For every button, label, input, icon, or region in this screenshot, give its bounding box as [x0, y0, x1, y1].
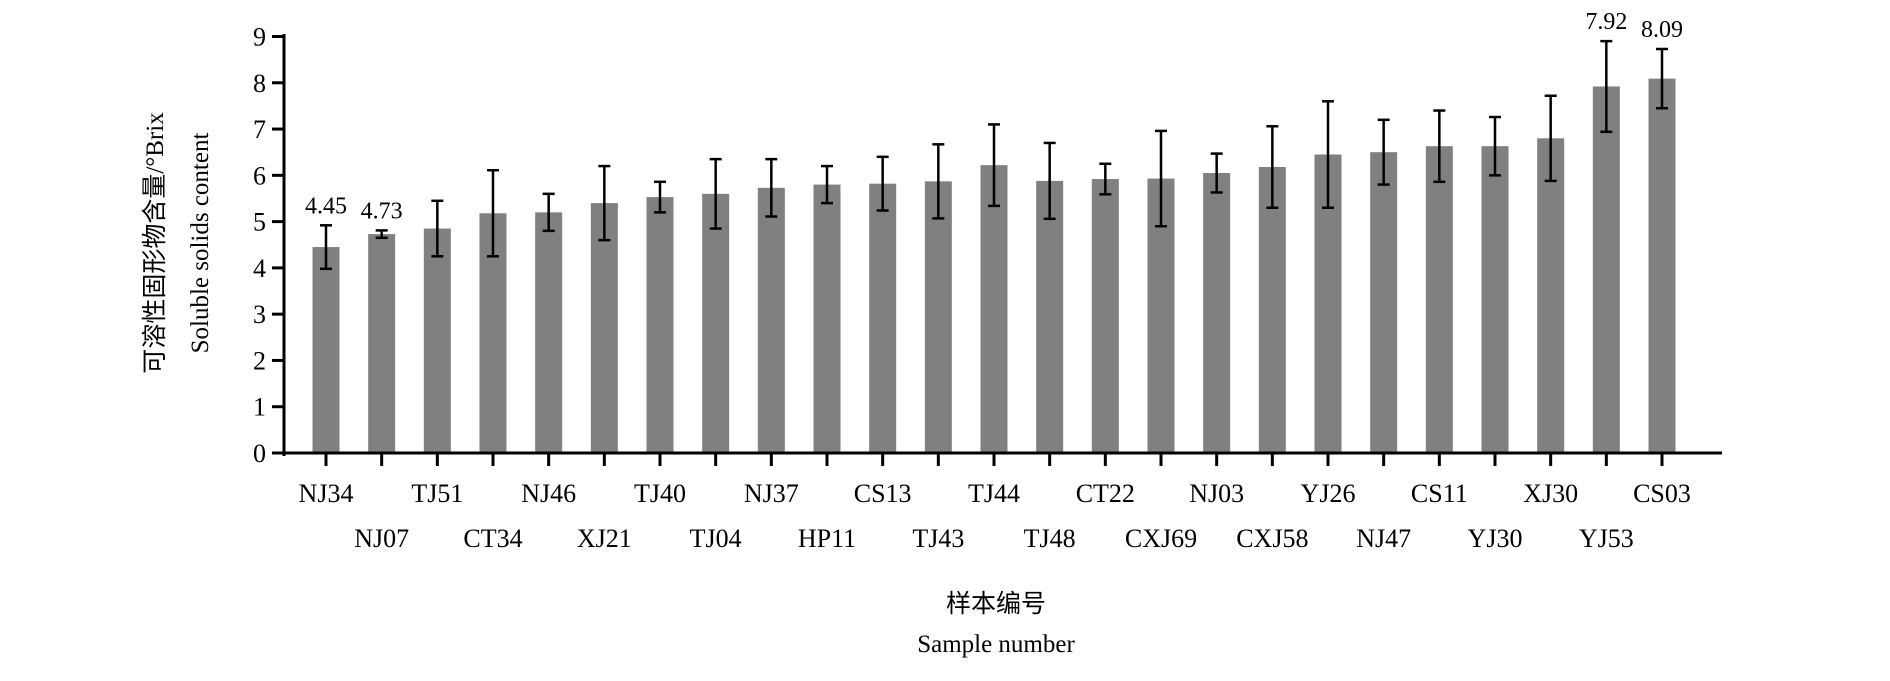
bar-cs03	[1648, 78, 1676, 453]
y-tick-label: 4	[253, 254, 266, 283]
data-label: 8.09	[1641, 17, 1683, 43]
bar-hp11	[813, 184, 841, 454]
bar-nj03	[1203, 173, 1231, 453]
y-tick-label: 3	[253, 300, 266, 329]
x-tick-label: NJ37	[744, 479, 799, 508]
x-tick-label: YJ53	[1579, 524, 1634, 553]
bar-nj34	[312, 247, 340, 453]
x-tick-label: XJ30	[1523, 479, 1578, 508]
x-tick-label: CXJ69	[1125, 524, 1197, 553]
y-tick-label: 9	[253, 23, 266, 52]
x-tick-label: TJ51	[411, 479, 463, 508]
x-tick-label: CT34	[463, 524, 522, 553]
y-tick-label: 0	[253, 439, 266, 468]
bar-nj37	[757, 187, 785, 453]
x-tick-label: NJ07	[354, 524, 409, 553]
y-tick-label: 2	[253, 346, 266, 375]
y-tick-label: 8	[253, 69, 266, 98]
bar-yj30	[1481, 146, 1509, 453]
x-tick-label: TJ44	[968, 479, 1020, 508]
data-label: 4.45	[305, 193, 347, 219]
y-axis-title-cn: 可溶性固形物含量/°Brix	[141, 112, 169, 374]
x-tick-label: HP11	[798, 524, 856, 553]
x-tick-label: NJ34	[299, 479, 354, 508]
x-tick-label: XJ21	[577, 524, 632, 553]
x-axis-title: Sample number	[917, 631, 1075, 658]
y-tick-label: 5	[253, 208, 266, 237]
bar-nj07	[368, 234, 396, 453]
x-axis-title-cn: 样本编号	[946, 590, 1046, 618]
data-label: 7.92	[1585, 9, 1627, 35]
bar-nj46	[535, 212, 563, 453]
bar-tj44	[980, 165, 1008, 453]
x-tick-label: CS03	[1633, 479, 1691, 508]
y-tick-label: 6	[253, 161, 266, 190]
bar-ct22	[1091, 179, 1119, 453]
bar-xj30	[1537, 138, 1565, 454]
y-ticks: 0 1 2 3 4 5 6 7 8 9	[253, 23, 284, 468]
bar-tj04	[702, 193, 730, 453]
x-tick-label: YJ30	[1468, 524, 1523, 553]
y-tick-label: 7	[253, 115, 266, 144]
bar-tj48	[1036, 180, 1064, 454]
x-tick-label: CXJ58	[1236, 524, 1308, 553]
y-axis-title: Soluble solids content	[187, 133, 214, 354]
x-tick-label: TJ40	[634, 479, 686, 508]
bar-xj21	[590, 203, 618, 453]
bar-cs11	[1425, 146, 1453, 453]
bar-tj40	[646, 197, 674, 453]
data-label: 4.73	[361, 198, 403, 224]
bars	[312, 78, 1676, 454]
x-tick-label: YJ26	[1301, 479, 1356, 508]
error-bars	[320, 39, 1668, 271]
bar-cs13	[869, 183, 897, 453]
x-tick-label: NJ46	[521, 479, 576, 508]
x-tick-label: CS13	[854, 479, 912, 508]
x-tick-label: NJ03	[1189, 479, 1244, 508]
bar-yj53	[1592, 86, 1620, 453]
x-tick-label: TJ04	[690, 524, 742, 553]
bar-tj43	[924, 181, 952, 454]
x-tick-label: CS11	[1411, 479, 1468, 508]
bar-nj47	[1370, 152, 1398, 453]
x-tick-label: CT22	[1076, 479, 1135, 508]
x-tick-label: TJ43	[912, 524, 964, 553]
bar-cxj58	[1258, 167, 1286, 453]
y-tick-label: 1	[253, 393, 266, 422]
data-labels: 4.45 4.73 7.92 8.09	[305, 9, 1683, 224]
x-tick-label: TJ48	[1024, 524, 1076, 553]
x-tick-label: NJ47	[1356, 524, 1411, 553]
bar-tj51	[423, 228, 451, 453]
